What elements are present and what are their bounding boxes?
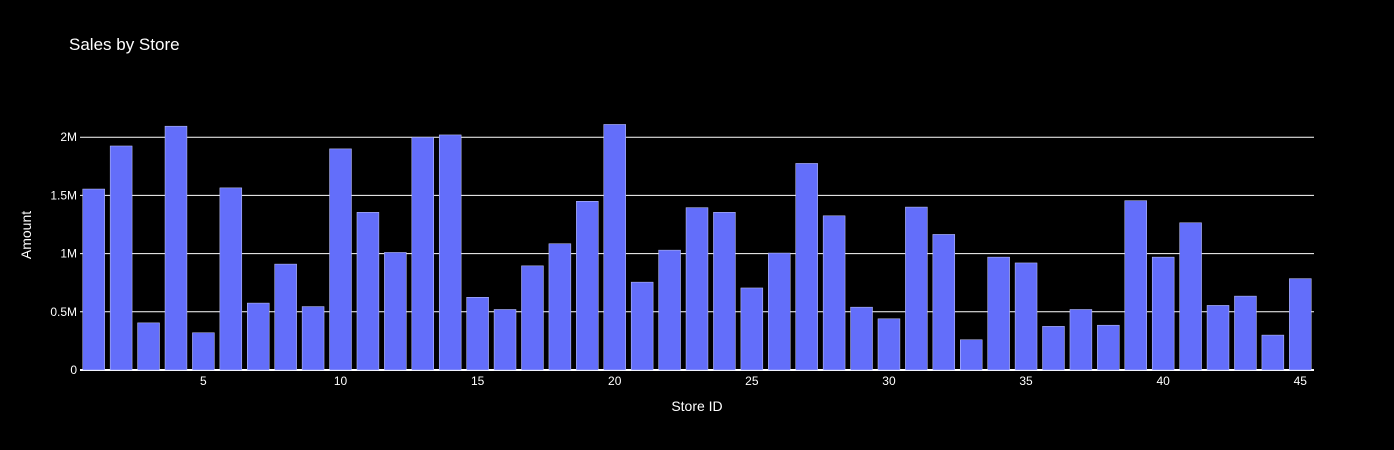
- bar-store-33[interactable]: [960, 339, 983, 371]
- x-tick-label: 15: [471, 374, 485, 388]
- bar-store-36[interactable]: [1042, 326, 1065, 371]
- bar-store-25[interactable]: [740, 287, 764, 371]
- bar-store-18[interactable]: [548, 243, 572, 371]
- x-axis-ticks: 5 10 15 20 25 30 35 40 45: [200, 374, 1307, 388]
- bar-store-28[interactable]: [822, 215, 846, 371]
- bar-store-11[interactable]: [356, 212, 380, 371]
- bar-store-38[interactable]: [1097, 324, 1120, 371]
- y-tick-label: 2M: [60, 130, 77, 144]
- bar-store-31[interactable]: [905, 206, 928, 371]
- x-tick-label: 20: [608, 374, 622, 388]
- bar-store-13[interactable]: [411, 136, 434, 371]
- bar-store-40[interactable]: [1151, 256, 1175, 371]
- x-axis-title: Store ID: [671, 398, 722, 414]
- bar-store-24[interactable]: [713, 212, 736, 371]
- x-tick-label: 45: [1294, 374, 1308, 388]
- y-tick-label: 1.5M: [50, 188, 77, 202]
- bar-store-8[interactable]: [274, 263, 297, 371]
- bar-store-3[interactable]: [137, 322, 160, 371]
- x-tick-label: 10: [334, 374, 348, 388]
- bar-store-44[interactable]: [1261, 334, 1285, 371]
- bar-store-10[interactable]: [329, 148, 352, 371]
- chart-title: Sales by Store: [69, 35, 180, 54]
- bar-store-41[interactable]: [1179, 222, 1202, 371]
- bar-store-45[interactable]: [1289, 278, 1312, 371]
- bar-store-27[interactable]: [795, 163, 818, 371]
- bar-store-21[interactable]: [630, 281, 654, 371]
- bar-store-37[interactable]: [1069, 309, 1093, 371]
- bar-store-35[interactable]: [1014, 262, 1038, 371]
- bar-store-17[interactable]: [521, 265, 544, 371]
- bar-store-9[interactable]: [301, 306, 325, 371]
- bar-store-32[interactable]: [932, 234, 956, 371]
- bar-store-34[interactable]: [987, 256, 1010, 371]
- bar-store-20[interactable]: [603, 124, 626, 371]
- bar-store-14[interactable]: [438, 134, 462, 371]
- x-tick-label: 40: [1156, 374, 1170, 388]
- bar-store-12[interactable]: [384, 252, 407, 371]
- y-axis-title: Amount: [18, 211, 34, 259]
- y-axis-ticks: 0 0.5M 1M 1.5M 2M: [50, 130, 77, 377]
- bar-store-7[interactable]: [247, 302, 270, 371]
- bar-store-1[interactable]: [82, 188, 105, 371]
- bar-store-4[interactable]: [164, 125, 188, 371]
- x-tick-label: 35: [1019, 374, 1033, 388]
- bars: [82, 124, 1312, 371]
- bar-store-6[interactable]: [219, 187, 243, 371]
- x-tick-label: 5: [200, 374, 207, 388]
- bar-store-2[interactable]: [109, 145, 133, 371]
- y-tick-label: 0: [70, 363, 77, 377]
- bar-store-30[interactable]: [877, 318, 901, 371]
- bar-store-23[interactable]: [685, 207, 709, 371]
- y-tick-label: 1M: [60, 247, 77, 261]
- bar-store-19[interactable]: [576, 201, 599, 371]
- bar-store-5[interactable]: [192, 332, 215, 371]
- bar-store-43[interactable]: [1234, 295, 1257, 371]
- bar-store-39[interactable]: [1124, 200, 1147, 371]
- bar-store-22[interactable]: [658, 249, 681, 371]
- bar-store-29[interactable]: [850, 306, 873, 371]
- x-tick-label: 30: [882, 374, 896, 388]
- bar-store-26[interactable]: [768, 252, 791, 371]
- bar-store-42[interactable]: [1206, 305, 1230, 371]
- bar-store-16[interactable]: [493, 309, 517, 371]
- x-tick-label: 25: [745, 374, 759, 388]
- y-tick-label: 0.5M: [50, 305, 77, 319]
- bar-store-15[interactable]: [466, 297, 489, 371]
